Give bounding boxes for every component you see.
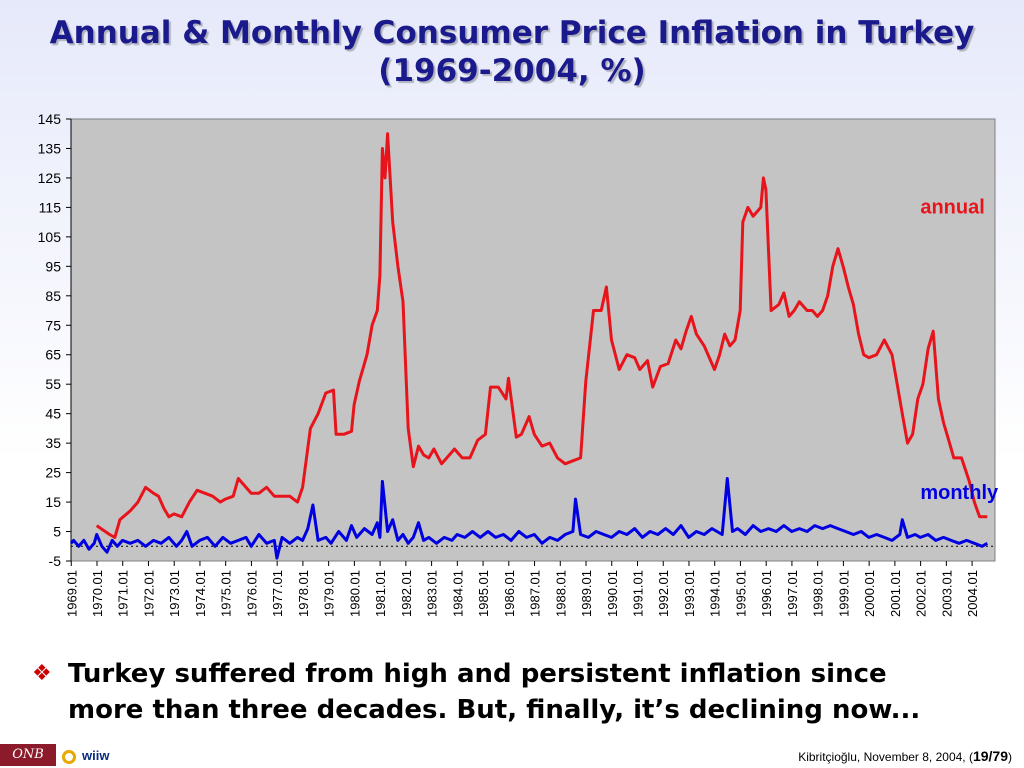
y-tick-label: 75 (45, 317, 61, 333)
bullet-text-line-2: more than three decades. But, finally, i… (68, 695, 921, 725)
x-tick-label: 1978.01 (296, 570, 311, 617)
wiiw-logo: wiiw (62, 746, 109, 766)
x-tick-label: 1986.01 (502, 570, 517, 617)
summary-bullet: ❖ Turkey suffered from high and persiste… (32, 656, 1002, 728)
annotation-annual: annual (920, 196, 984, 218)
series-line-monthly (69, 477, 989, 560)
x-tick-label: 2004.01 (965, 570, 980, 617)
y-tick-label: 15 (45, 494, 61, 510)
y-tick-label: -5 (49, 553, 62, 569)
y-tick-label: 95 (45, 258, 61, 274)
x-tick-label: 2003.01 (939, 570, 954, 617)
x-tick-label: 2002.01 (914, 570, 929, 617)
x-tick-label: 1994.01 (708, 570, 723, 617)
ring-logo-icon (62, 749, 76, 764)
y-tick-label: 55 (45, 376, 61, 392)
x-tick-label: 1971.01 (116, 570, 131, 617)
x-tick-label: 1992.01 (656, 570, 671, 617)
title-line-1: Annual & Monthly Consumer Price Inflatio… (49, 15, 975, 51)
plot-area (70, 118, 996, 562)
y-tick-label: 105 (38, 229, 62, 245)
x-tick-label: 1983.01 (425, 570, 440, 617)
credit-close: ) (1008, 750, 1012, 764)
annotation-monthly: monthly (920, 482, 999, 504)
x-tick-label: 2001.01 (888, 570, 903, 617)
slide-credit: Kibritçioğlu, November 8, 2004, (19/79) (798, 748, 1012, 764)
x-tick-label: 1972.01 (141, 570, 156, 617)
y-tick-label: 125 (38, 170, 62, 186)
page-title: Annual & Monthly Consumer Price Inflatio… (0, 14, 1024, 90)
x-tick-label: 1985.01 (476, 570, 491, 617)
bullet-text-line-1: Turkey suffered from high and persistent… (68, 659, 887, 689)
x-tick-label: 1998.01 (811, 570, 826, 617)
x-tick-label: 1969.01 (64, 570, 79, 617)
x-tick-label: 1970.01 (90, 570, 105, 617)
x-tick-label: 1977.01 (270, 570, 285, 617)
onb-logo: ONB (0, 744, 56, 766)
diamond-bullet-icon: ❖ (32, 661, 52, 686)
credit-text: Kibritçioğlu, November 8, 2004, ( (798, 750, 973, 764)
x-tick-label: 1995.01 (733, 570, 748, 617)
x-tick-label: 1997.01 (785, 570, 800, 617)
x-tick-label: 1993.01 (682, 570, 697, 617)
y-tick-label: 85 (45, 288, 61, 304)
series-line-annual (95, 132, 988, 539)
x-tick-label: 1975.01 (219, 570, 234, 617)
x-tick-label: 1979.01 (322, 570, 337, 617)
x-tick-label: 1990.01 (605, 570, 620, 617)
footer: ONB wiiw Kibritçioğlu, November 8, 2004,… (0, 740, 1024, 768)
x-tick-label: 1996.01 (759, 570, 774, 617)
y-tick-label: 145 (38, 111, 62, 127)
y-tick-label: 115 (39, 199, 62, 215)
y-tick-label: 135 (38, 140, 62, 156)
y-tick-label: 35 (45, 435, 61, 451)
inflation-chart: 145 135 125 115 105 95 85 75 65 55 45 35 25 15 5 -51969… (38, 111, 999, 617)
x-tick-label: 1982.01 (399, 570, 414, 617)
y-tick-label: 25 (45, 465, 61, 481)
x-tick-label: 1991.01 (630, 570, 645, 617)
x-tick-label: 1984.01 (450, 570, 465, 617)
wiiw-logo-text: wiiw (82, 748, 110, 763)
x-tick-label: 1973.01 (167, 570, 182, 617)
y-tick-label: 5 (53, 524, 61, 540)
y-tick-label: 45 (45, 406, 61, 422)
x-tick-label: 2000.01 (862, 570, 877, 617)
x-tick-label: 1988.01 (553, 570, 568, 617)
x-tick-label: 1974.01 (193, 570, 208, 617)
x-tick-label: 1989.01 (579, 570, 594, 617)
y-tick-label: 65 (45, 347, 61, 363)
x-tick-label: 1981.01 (373, 570, 388, 617)
x-tick-label: 1999.01 (836, 570, 851, 617)
title-line-2: (1969-2004, %) (378, 53, 646, 89)
x-tick-label: 1976.01 (244, 570, 259, 617)
x-tick-label: 1980.01 (347, 570, 362, 617)
page-number: 19/79 (972, 748, 1008, 764)
x-tick-label: 1987.01 (528, 570, 543, 617)
